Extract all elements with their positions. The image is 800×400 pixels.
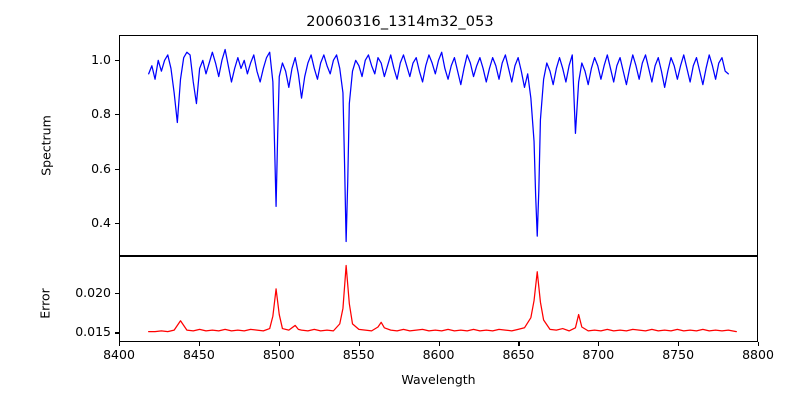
spectrum-line-series	[120, 36, 757, 255]
spectrum-y-tick-label: 1.0	[91, 51, 111, 67]
error-y-tick-mark	[115, 292, 119, 294]
x-tick-label: 8650	[502, 347, 535, 362]
spectrum-y-tick-mark	[115, 223, 119, 225]
x-tick-label: 8800	[742, 347, 774, 362]
error-y-tick-label: 0.015	[75, 324, 111, 340]
spectrum-axis-label: Spectrum	[38, 115, 54, 176]
x-tick-mark	[358, 342, 360, 346]
x-tick-label: 8700	[582, 347, 615, 362]
x-tick-mark	[758, 342, 760, 346]
x-tick-mark	[678, 342, 680, 346]
spectrum-y-tick-label: 0.6	[91, 160, 111, 176]
x-tick-mark	[119, 342, 121, 346]
error-y-tick-mark	[115, 332, 119, 334]
x-tick-mark	[518, 342, 520, 346]
x-tick-mark	[598, 342, 600, 346]
x-tick-label: 8500	[262, 347, 295, 362]
spectrum-panel	[119, 35, 758, 256]
error-axis-label: Error	[37, 288, 53, 319]
x-tick-label: 8450	[182, 347, 215, 362]
x-tick-mark	[438, 342, 440, 346]
x-tick-label: 8600	[422, 347, 455, 362]
spectrum-y-tick-mark	[115, 114, 119, 116]
error-line-series	[120, 257, 757, 341]
x-tick-label: 8400	[103, 347, 135, 362]
x-axis-label: Wavelength	[401, 372, 476, 387]
x-tick-label: 8750	[662, 347, 695, 362]
x-tick-label: 8550	[342, 347, 375, 362]
spectrum-y-tick-mark	[115, 59, 119, 61]
spectrum-y-tick-mark	[115, 168, 119, 170]
spectrum-y-tick-label: 0.8	[91, 106, 111, 122]
spectrum-y-tick-label: 0.4	[91, 215, 111, 231]
error-y-tick-label: 0.020	[75, 284, 111, 300]
page-title: 20060316_1314m32_053	[306, 14, 494, 30]
x-tick-mark	[198, 342, 201, 346]
x-tick-mark	[278, 342, 280, 346]
error-panel	[119, 256, 758, 342]
